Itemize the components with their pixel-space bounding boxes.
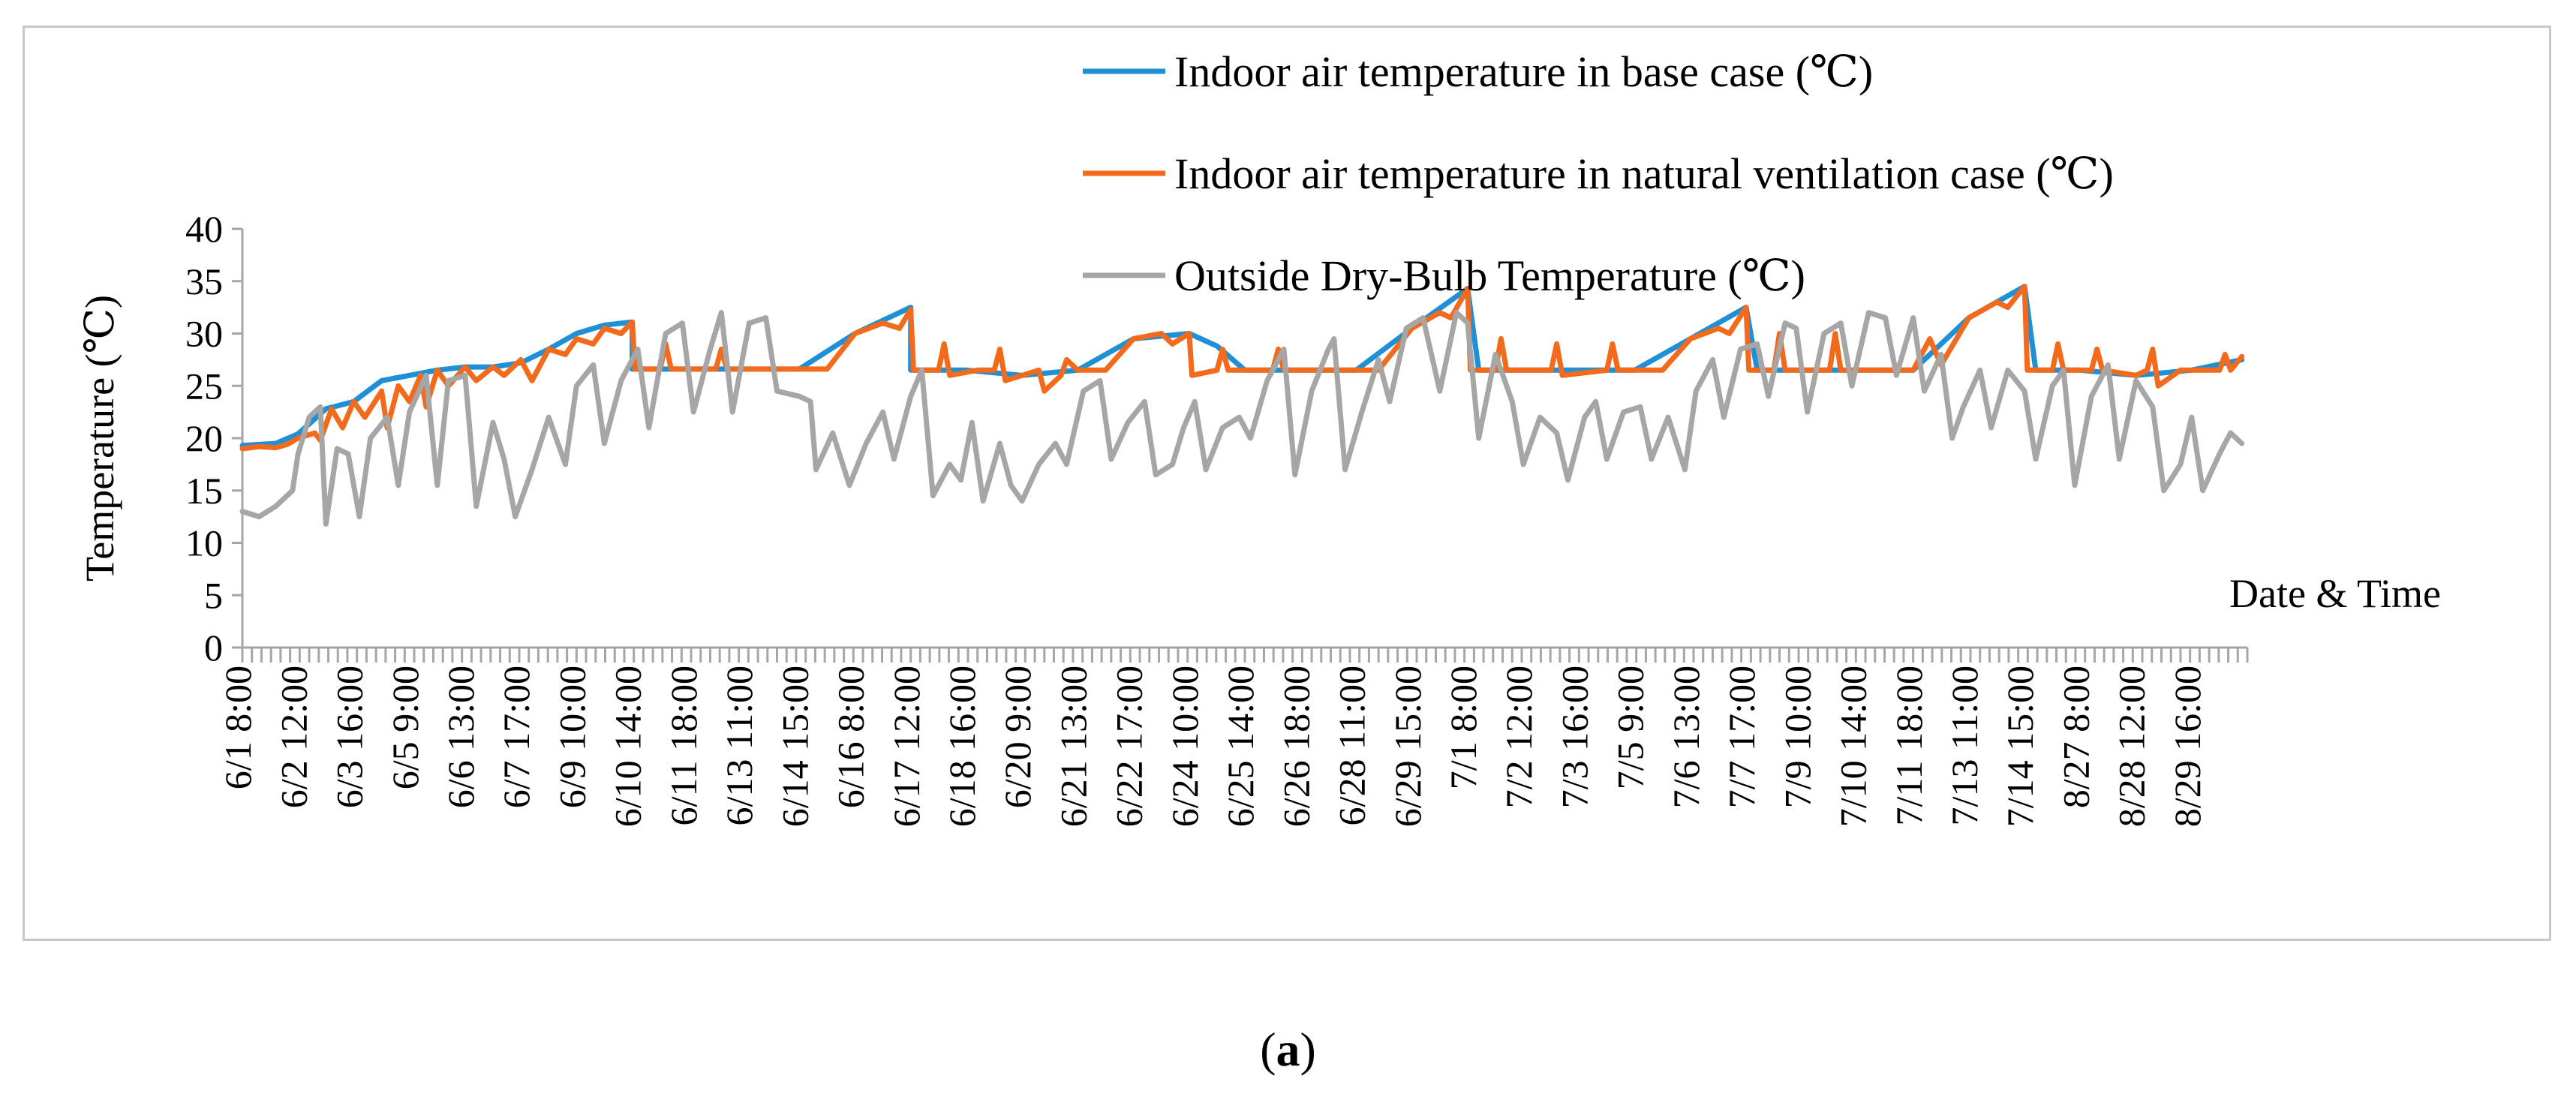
x-tick-label: 6/22 17:00 <box>1108 666 1150 827</box>
y-tick-label: 10 <box>185 522 223 564</box>
x-tick-label: 7/10 14:00 <box>1832 666 1874 827</box>
x-tick-label: 6/2 12:00 <box>272 666 314 808</box>
x-tick-label: 6/28 11:00 <box>1331 666 1373 825</box>
legend-label-2: Indoor air temperature in natural ventil… <box>1174 149 2114 198</box>
x-tick-label: 7/1 8:00 <box>1442 666 1484 789</box>
legend-label-1: Indoor air temperature in base case (℃) <box>1174 47 1873 96</box>
caption-close: ) <box>1300 1023 1316 1076</box>
x-tick-label: 8/29 16:00 <box>2166 666 2208 827</box>
x-tick-label: 7/3 16:00 <box>1553 666 1595 808</box>
x-tick-label: 6/5 9:00 <box>384 666 426 789</box>
x-tick-label: 6/7 17:00 <box>495 666 537 808</box>
x-tick-label: 6/24 10:00 <box>1164 666 1206 827</box>
x-tick-label: 6/26 18:00 <box>1275 666 1317 827</box>
caption-letter: a <box>1276 1023 1300 1076</box>
x-tick-label: 6/18 16:00 <box>941 666 983 827</box>
x-tick-label: 6/6 13:00 <box>440 666 482 808</box>
y-tick-label: 40 <box>185 208 223 250</box>
x-tick-label: 8/28 12:00 <box>2111 666 2153 827</box>
y-axis-label: Temperature (℃) <box>77 295 122 582</box>
x-tick-label: 6/10 14:00 <box>607 666 649 827</box>
y-tick-label: 0 <box>204 627 223 669</box>
series-line-2 <box>239 284 2245 452</box>
x-tick-label: 6/11 18:00 <box>663 666 705 825</box>
x-tick-label: 7/14 15:00 <box>1999 666 2041 827</box>
x-tick-label: 6/9 10:00 <box>551 666 593 808</box>
x-tick-label: 7/2 12:00 <box>1498 666 1540 808</box>
x-tick-label: 6/14 15:00 <box>774 666 816 827</box>
x-tick-label: 6/17 12:00 <box>885 666 927 827</box>
x-tick-label: 7/13 11:00 <box>1943 666 1985 825</box>
x-tick-label: 6/16 8:00 <box>830 666 872 808</box>
x-axis-label: Date & Time <box>2229 571 2441 616</box>
figure-caption: (a) <box>0 1022 2576 1077</box>
chart-svg: 0 5 10 15 20 25 30 35 40 6/1 8:00 6/2 12:00 6/3 16:… <box>77 47 2441 827</box>
y-tick-label: 20 <box>185 417 223 459</box>
x-tick-label: 6/13 11:00 <box>718 666 760 825</box>
x-tick-label: 8/27 8:00 <box>2054 666 2097 808</box>
x-tick-label: 6/29 15:00 <box>1387 666 1429 827</box>
y-tick-label: 25 <box>185 365 223 407</box>
chart-frame: 0 5 10 15 20 25 30 35 40 6/1 8:00 6/2 12:00 6/3 16:… <box>23 26 2551 941</box>
legend-label-3: Outside Dry-Bulb Temperature (℃) <box>1174 251 1805 300</box>
x-tick-label: 7/7 17:00 <box>1721 666 1763 808</box>
x-tick-label: 7/5 9:00 <box>1610 666 1652 789</box>
caption-open: ( <box>1260 1023 1276 1076</box>
series-line-3 <box>239 310 2245 527</box>
x-tick-label: 6/20 9:00 <box>996 666 1039 808</box>
y-tick-label: 5 <box>204 574 223 616</box>
y-tick-label: 35 <box>185 260 223 302</box>
x-tick-label: 6/3 16:00 <box>329 666 371 808</box>
y-tick-label: 15 <box>185 470 223 512</box>
x-tick-label: 6/1 8:00 <box>217 666 259 789</box>
x-tick-label: 7/6 13:00 <box>1665 666 1707 808</box>
x-tick-label: 7/11 18:00 <box>1888 666 1930 825</box>
x-tick-label: 6/25 14:00 <box>1219 666 1261 827</box>
y-tick-label: 30 <box>185 313 223 355</box>
x-tick-label: 6/21 13:00 <box>1052 666 1094 827</box>
x-tick-label: 7/9 10:00 <box>1776 666 1818 808</box>
